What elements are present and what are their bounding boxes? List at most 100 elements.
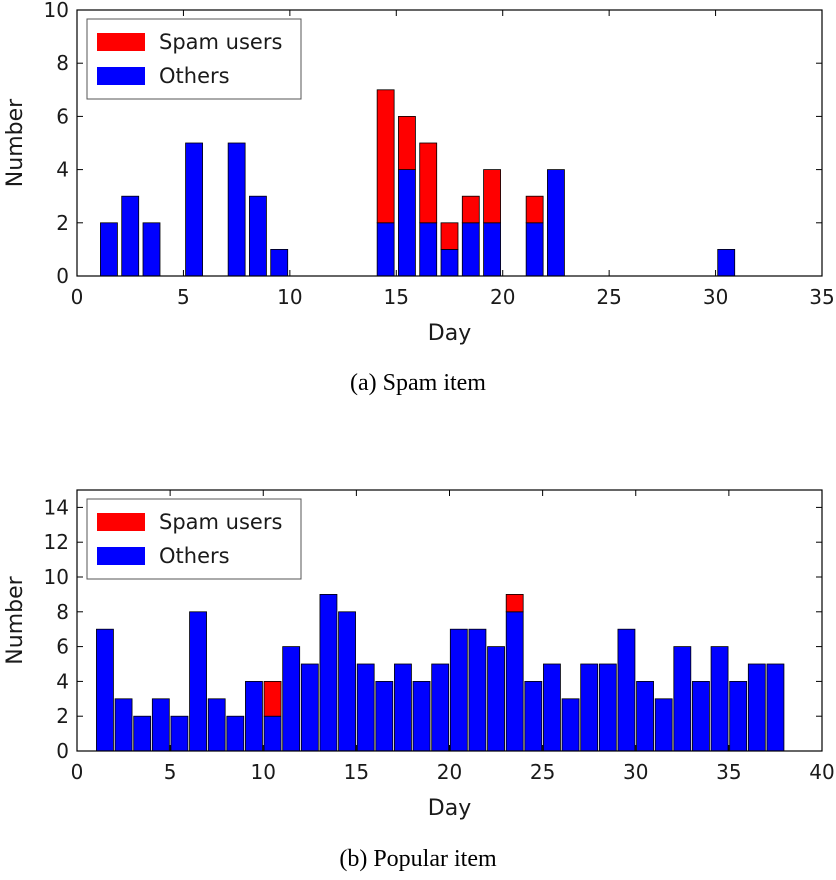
bar-others-b-4 (170, 715, 189, 752)
bar-others-b-23 (524, 681, 543, 752)
bar-spam-a-10 (440, 222, 459, 250)
bar-others-b-2 (133, 715, 152, 752)
x-tick-label-a-7: 35 (809, 285, 834, 309)
x-tick-label-b-6: 30 (623, 760, 648, 784)
y-axis-label-b: Number (3, 575, 28, 664)
x-tick-label-b-8: 40 (809, 760, 834, 784)
bar-others-b-33 (710, 646, 729, 752)
bar-others-b-20 (468, 628, 487, 752)
bar-spam-b-9 (263, 681, 282, 717)
x-tick-label-b-0: 0 (71, 760, 84, 784)
bar-others-b-10 (282, 646, 301, 752)
bar-others-b-19 (449, 628, 468, 752)
bar-spam-b-22 (505, 594, 524, 613)
bar-others-b-25 (561, 698, 580, 752)
bar-others-b-5 (189, 611, 207, 752)
bar-others-a-6 (270, 248, 289, 277)
x-tick-label-b-4: 20 (437, 760, 462, 784)
bar-spam-a-7 (376, 89, 395, 224)
bar-others-b-30 (654, 698, 673, 752)
bar-others-b-3 (151, 698, 170, 752)
bar-spam-a-8 (398, 116, 416, 171)
bar-others-a-1 (121, 195, 140, 277)
bar-others-a-12 (483, 222, 501, 277)
legend-swatch-b-1 (97, 547, 145, 565)
chart-b: 0 5 10 15 20 25 30 35 40 0 2 4 6 8 10 12 14 Day Number Spam… (3, 489, 835, 872)
x-tick-label-a-1: 5 (177, 285, 190, 309)
bar-others-b-31 (673, 646, 692, 752)
bar-others-a-2 (142, 222, 161, 277)
bar-spam-a-9 (419, 142, 438, 224)
legend-box-a (86, 18, 302, 100)
y-tick-label-b-7: 14 (44, 495, 69, 519)
bar-others-a-14 (547, 169, 565, 277)
bar-spam-a-11 (461, 195, 480, 224)
bar-others-a-8 (398, 169, 416, 277)
bar-others-b-1 (114, 698, 133, 752)
bar-others-b-28 (617, 628, 636, 752)
bar-others-b-6 (207, 698, 226, 752)
y-tick-label-b-0: 0 (56, 739, 69, 763)
x-tick-label-a-2: 10 (277, 285, 302, 309)
bar-others-b-12 (319, 594, 338, 752)
bar-others-b-9 (263, 715, 282, 752)
legend-swatch-a-1 (97, 67, 145, 85)
legend-swatch-a-0 (97, 33, 145, 51)
y-tick-label-b-6: 12 (44, 530, 69, 554)
bar-others-b-21 (487, 646, 505, 752)
bar-others-b-22 (505, 611, 524, 752)
bar-others-b-11 (300, 663, 319, 752)
x-tick-label-b-1: 5 (164, 760, 177, 784)
bar-others-b-8 (245, 681, 263, 752)
bar-others-b-26 (580, 663, 599, 752)
caption-b: (b) Popular item (339, 846, 497, 872)
x-tick-label-b-7: 35 (716, 760, 741, 784)
bar-others-b-18 (431, 663, 450, 752)
bar-others-b-34 (729, 681, 748, 752)
bar-others-a-10 (440, 248, 459, 277)
bar-spam-a-13 (525, 195, 544, 224)
legend-label-a-0: Spam users (159, 30, 282, 54)
y-tick-label-b-5: 10 (44, 565, 69, 589)
y-tick-label-b-4: 8 (56, 600, 69, 624)
bar-others-b-35 (747, 663, 766, 752)
x-tick-label-b-5: 25 (530, 760, 555, 784)
caption-a: (a) Spam item (350, 370, 486, 396)
plot-frame-a (76, 9, 823, 277)
bar-others-b-17 (412, 681, 431, 752)
x-tick-label-a-0: 0 (71, 285, 84, 309)
y-tick-label-a-5: 10 (44, 0, 69, 22)
bar-others-b-24 (543, 663, 561, 752)
x-tick-label-a-6: 30 (703, 285, 728, 309)
bar-others-a-4 (227, 142, 246, 277)
legend-label-b-0: Spam users (159, 510, 282, 534)
x-tick-label-a-3: 15 (384, 285, 409, 309)
x-tick-label-a-5: 25 (596, 285, 621, 309)
x-tick-label-b-2: 10 (251, 760, 276, 784)
bar-others-a-7 (376, 222, 395, 277)
x-axis-label-a: Day (428, 321, 471, 346)
bar-others-a-0 (100, 222, 118, 277)
bar-others-a-5 (249, 195, 267, 277)
y-tick-label-a-2: 4 (56, 158, 69, 182)
bar-others-b-14 (356, 663, 375, 752)
y-axis-label-a: Number (3, 98, 28, 187)
bar-others-b-29 (636, 681, 654, 752)
bar-others-b-13 (338, 611, 356, 752)
legend-a: Spam users Others (86, 18, 302, 100)
legend-label-b-1: Others (159, 544, 230, 568)
bar-others-b-0 (96, 628, 114, 752)
y-tick-label-a-1: 2 (56, 211, 69, 235)
bar-others-b-36 (766, 663, 785, 752)
bar-others-a-13 (525, 222, 544, 277)
y-tick-label-a-0: 0 (56, 264, 69, 288)
legend-b: Spam users Others (86, 498, 302, 580)
bar-others-b-32 (692, 681, 710, 752)
bar-others-a-9 (419, 222, 438, 277)
legend-box-b (86, 498, 302, 580)
y-tick-label-b-1: 2 (56, 704, 69, 728)
y-tick-label-a-3: 6 (56, 104, 69, 128)
bar-others-b-15 (375, 681, 394, 752)
bar-others-a-15 (717, 248, 736, 277)
